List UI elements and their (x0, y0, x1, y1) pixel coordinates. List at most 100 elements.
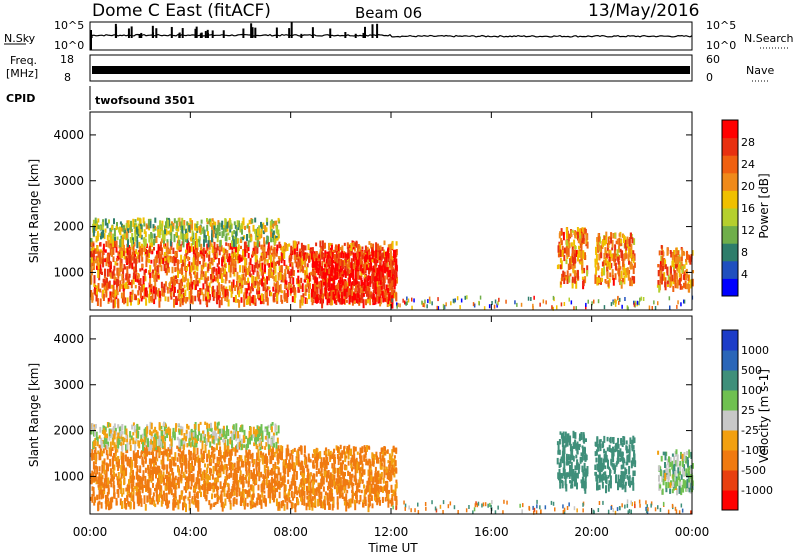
heatmap-cell (423, 303, 426, 308)
heatmap-cell (392, 278, 395, 285)
heatmap-cell (278, 450, 281, 459)
heatmap-cell (353, 499, 356, 505)
heatmap-cell (93, 260, 96, 269)
heatmap-cell (148, 234, 151, 243)
heatmap-cell (153, 238, 156, 244)
heatmap-cell (134, 232, 137, 241)
heatmap-cell (312, 460, 315, 467)
heatmap-cell (330, 245, 333, 250)
heatmap-cell (283, 483, 286, 493)
heatmap-cell (212, 285, 215, 292)
heatmap-cell (251, 287, 254, 292)
heatmap-cell (325, 273, 328, 281)
heatmap-cell (287, 470, 290, 477)
heatmap-cell (357, 271, 360, 280)
heatmap-cell (121, 223, 123, 228)
heatmap-cell (150, 475, 153, 483)
heatmap-cell (341, 245, 344, 251)
heatmap-cell (236, 247, 239, 256)
heatmap-cell (303, 445, 306, 454)
heatmap-cell (90, 265, 93, 273)
heatmap-cell (388, 270, 391, 278)
heatmap-cell (155, 287, 158, 295)
heatmap-cell (103, 233, 106, 240)
heatmap-cell (586, 270, 589, 277)
heatmap-cell (127, 220, 130, 228)
heatmap-cell (491, 301, 493, 305)
heatmap-cell (153, 298, 156, 305)
heatmap-cell (498, 297, 500, 302)
heatmap-cell (291, 262, 294, 269)
heatmap-cell (144, 231, 147, 238)
heatmap-cell (235, 254, 238, 260)
heatmap-cell (664, 282, 667, 291)
heatmap-cell (623, 253, 626, 261)
heatmap-cell (367, 494, 370, 503)
heatmap-cell (106, 495, 109, 499)
heatmap-cell (323, 450, 326, 456)
heatmap-cell (341, 278, 344, 285)
heatmap-cell (578, 228, 581, 236)
heatmap-cell (215, 268, 218, 276)
heatmap-cell (335, 299, 338, 305)
heatmap-cell (286, 244, 289, 251)
heatmap-cell (391, 280, 393, 287)
heatmap-cell (216, 246, 219, 251)
heatmap-cell (248, 472, 251, 482)
heatmap-cell (611, 269, 614, 278)
heatmap-cell (240, 455, 243, 461)
heatmap-cell (678, 264, 681, 273)
heatmap-cell (385, 255, 388, 263)
heatmap-cell (574, 258, 577, 264)
heatmap-cell (274, 284, 277, 293)
heatmap-cell (208, 262, 211, 269)
heatmap-cell (345, 288, 348, 292)
heatmap-cell (146, 495, 149, 503)
heatmap-cell (573, 249, 576, 258)
heatmap-cell (339, 298, 342, 305)
heatmap-cell (200, 288, 203, 295)
heatmap-cell (189, 218, 192, 222)
heatmap-cell (568, 275, 571, 283)
heatmap-cell (144, 238, 147, 247)
heatmap-cell (615, 240, 618, 244)
heatmap-cell (99, 249, 102, 253)
heatmap-cell (256, 244, 259, 254)
heatmap-cell (385, 284, 388, 293)
heatmap-cell (366, 286, 369, 291)
heatmap-cell (361, 282, 364, 286)
heatmap-cell (606, 266, 608, 270)
heatmap-cell (148, 282, 151, 289)
heatmap-cell (383, 265, 386, 272)
heatmap-cell (247, 244, 250, 252)
heatmap-cell (611, 275, 614, 281)
heatmap-cell (601, 277, 603, 282)
heatmap-cell (354, 252, 357, 258)
heatmap-cell (561, 273, 564, 282)
heatmap-cell (105, 494, 107, 503)
heatmap-cell (684, 280, 687, 290)
heatmap-cell (207, 285, 210, 292)
heatmap-cell (259, 257, 262, 262)
heatmap-cell (234, 451, 237, 457)
heatmap-cell (91, 256, 93, 263)
heatmap-cell (224, 224, 227, 233)
heatmap-cell (156, 250, 158, 255)
heatmap-cell (212, 296, 215, 301)
heatmap-cell (206, 218, 208, 222)
heatmap-cell (217, 486, 220, 490)
heatmap-cell (187, 263, 189, 268)
heatmap-cell (305, 288, 308, 293)
heatmap-cell (156, 458, 159, 462)
heatmap-cell (676, 304, 678, 309)
heatmap-cell (294, 503, 297, 507)
heatmap-cell (227, 487, 230, 493)
heatmap-cell (128, 245, 131, 249)
heatmap-cell (185, 252, 188, 259)
heatmap-cell (213, 292, 216, 299)
heatmap-cell (406, 296, 408, 301)
heatmap-cell (166, 474, 168, 481)
heatmap-cell (567, 248, 570, 257)
heatmap-cell (310, 271, 313, 276)
heatmap-cell (577, 238, 580, 244)
